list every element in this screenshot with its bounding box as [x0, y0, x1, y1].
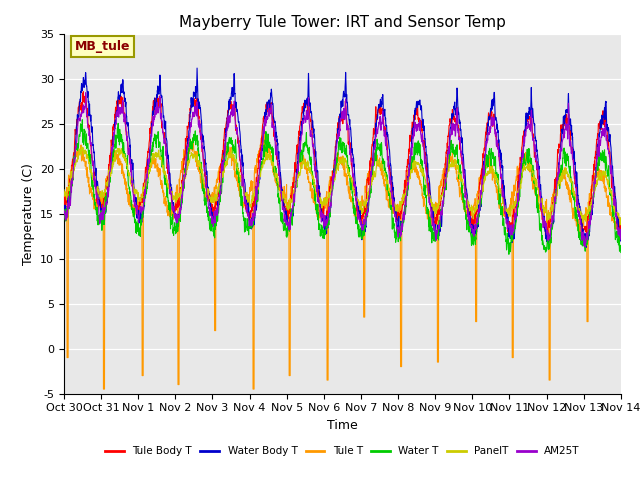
X-axis label: Time: Time	[327, 419, 358, 432]
Legend: Tule Body T, Water Body T, Tule T, Water T, PanelT, AM25T: Tule Body T, Water Body T, Tule T, Water…	[101, 442, 584, 460]
Title: Mayberry Tule Tower: IRT and Sensor Temp: Mayberry Tule Tower: IRT and Sensor Temp	[179, 15, 506, 30]
Text: MB_tule: MB_tule	[75, 40, 131, 53]
Y-axis label: Temperature (C): Temperature (C)	[22, 163, 35, 264]
